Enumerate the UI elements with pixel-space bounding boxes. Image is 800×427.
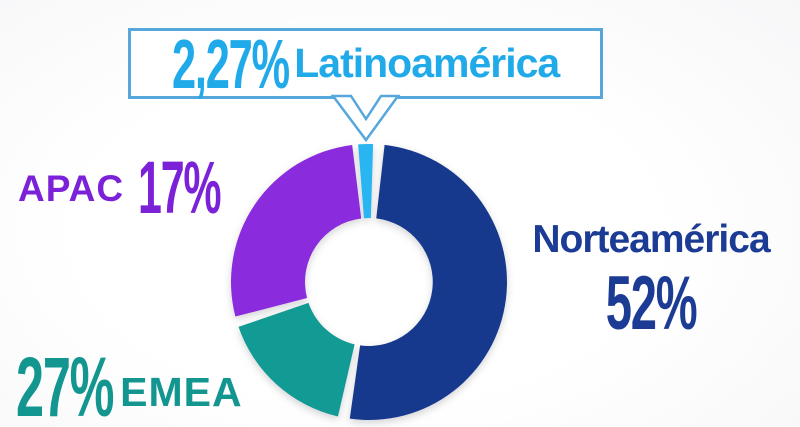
- label-emea-name: EMEA: [120, 368, 243, 415]
- label-emea-value: 27%: [16, 340, 114, 427]
- label-apac: APAC 17%: [18, 151, 280, 225]
- callout-arrow-icon: [330, 94, 401, 143]
- callout-box: 2,27% Latinoamérica: [128, 28, 603, 99]
- callout-value: 2,27%: [171, 24, 290, 103]
- donut-segment-norteamerica: [349, 144, 507, 421]
- label-apac-value: 17%: [138, 146, 222, 229]
- label-norteamerica: Norteamérica 52%: [518, 220, 784, 342]
- donut-segment-emea: [238, 302, 355, 417]
- label-emea: 27% EMEA: [16, 345, 243, 427]
- donut-segment-latinoamerica: [358, 144, 374, 219]
- label-norteamerica-value: 52%: [605, 261, 698, 346]
- callout-label: Latinoamérica: [294, 40, 560, 86]
- label-apac-name: APAC: [18, 167, 125, 209]
- label-norteamerica-name: Norteamérica: [532, 218, 770, 261]
